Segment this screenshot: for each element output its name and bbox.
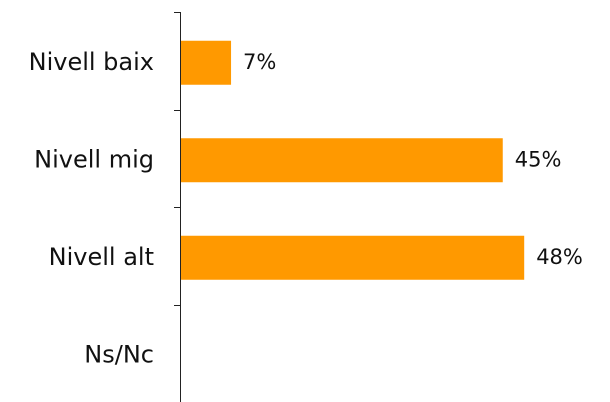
value-label-nivell-alt: 48% bbox=[536, 245, 583, 269]
category-label-nivell-alt: Nivell alt bbox=[49, 243, 154, 271]
value-label-nivell-baix: 7% bbox=[243, 50, 276, 74]
category-label-nivell-mig: Nivell mig bbox=[34, 145, 154, 173]
category-label-ns-nc: Ns/Nc bbox=[84, 340, 154, 368]
value-label-nivell-mig: 45% bbox=[515, 147, 562, 171]
category-label-nivell-baix: Nivell baix bbox=[29, 48, 154, 76]
axis-ticks bbox=[174, 12, 181, 306]
bar-nivell-baix bbox=[181, 40, 232, 85]
bar-nivell-mig bbox=[181, 138, 503, 183]
bar-nivell-alt bbox=[181, 235, 525, 280]
category-labels: Nivell baix Nivell mig Nivell alt Ns/Nc bbox=[29, 48, 154, 369]
value-labels: 7% 45% 48% bbox=[243, 50, 583, 269]
bars-group bbox=[181, 40, 525, 280]
